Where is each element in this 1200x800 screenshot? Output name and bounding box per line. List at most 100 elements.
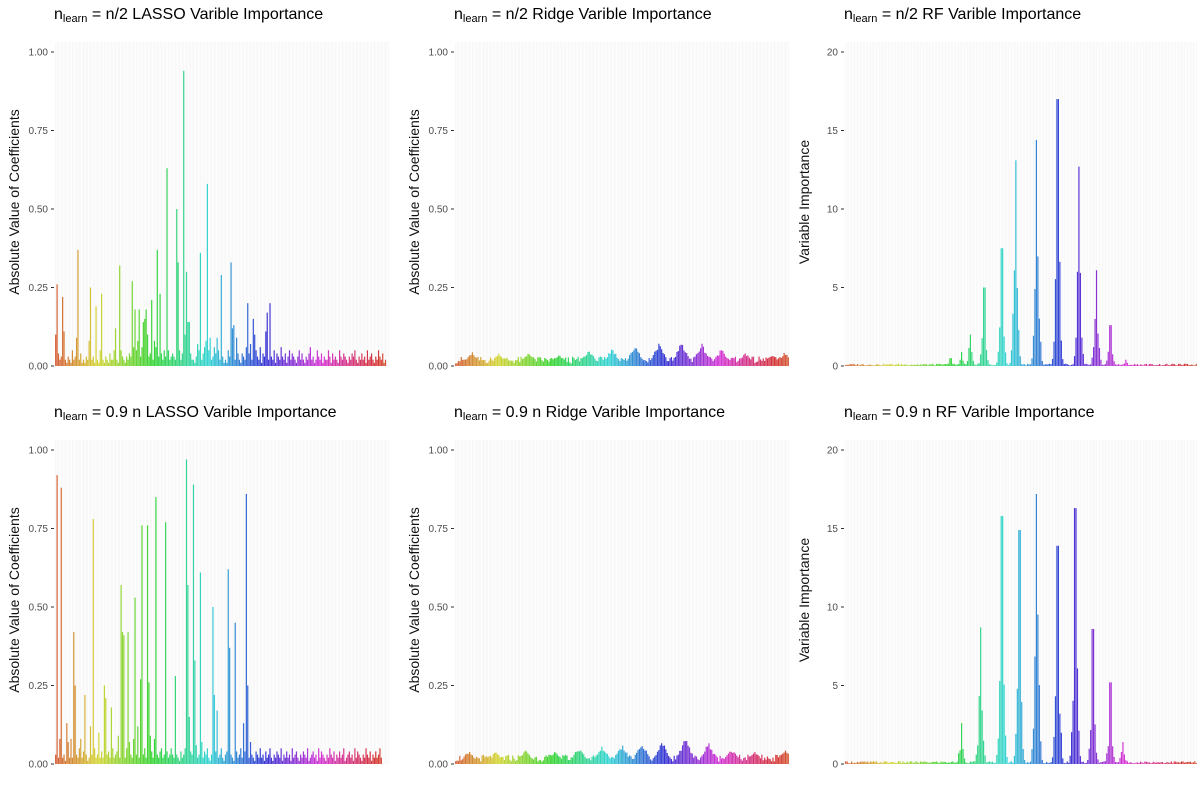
bar: [556, 357, 558, 366]
bar: [530, 356, 532, 366]
bar: [185, 271, 188, 366]
bar: [494, 752, 496, 764]
bar: [215, 353, 217, 366]
bar: [489, 755, 492, 764]
bar: [1019, 530, 1021, 764]
bar: [85, 356, 87, 366]
bar: [503, 760, 505, 764]
bar: [298, 350, 300, 366]
bar: [1167, 365, 1169, 366]
bar: [1109, 325, 1111, 366]
bar: [972, 360, 974, 366]
bar: [944, 364, 947, 366]
bar: [66, 362, 68, 366]
bar: [761, 754, 763, 764]
bar: [117, 735, 119, 764]
bar: [1050, 364, 1052, 366]
bar: [718, 355, 720, 366]
bar: [286, 751, 288, 764]
bar: [183, 754, 185, 764]
bar: [509, 360, 511, 366]
bar: [1054, 279, 1057, 366]
bar: [674, 759, 677, 764]
bar: [583, 754, 585, 764]
y-tick-label: 0.50: [29, 205, 49, 216]
bar: [142, 322, 144, 366]
bar: [1037, 256, 1039, 366]
bar: [729, 360, 731, 366]
bar: [1051, 358, 1054, 366]
bar: [985, 762, 988, 764]
bar: [626, 752, 628, 764]
bar: [329, 748, 331, 764]
bar: [1069, 755, 1071, 764]
bar: [574, 360, 576, 366]
bar: [1117, 364, 1120, 366]
y-tick-label: 0.00: [429, 362, 449, 373]
bar: [347, 362, 349, 366]
bar: [655, 350, 657, 366]
bar: [273, 350, 275, 366]
bar: [208, 350, 210, 366]
bar: [771, 761, 773, 764]
bar: [737, 757, 739, 764]
bar: [984, 755, 986, 764]
y-tick-label: 1.00: [29, 446, 49, 457]
bar: [903, 762, 905, 764]
bar: [184, 748, 186, 764]
bar: [739, 754, 741, 764]
bar: [306, 359, 309, 366]
bar: [103, 362, 105, 366]
bar: [680, 750, 682, 764]
bar: [230, 262, 232, 366]
bar: [654, 756, 656, 764]
bar: [123, 359, 125, 366]
bar: [327, 757, 330, 764]
bar: [63, 754, 65, 764]
bar: [323, 757, 325, 764]
bar: [1059, 713, 1061, 764]
bar: [577, 356, 579, 366]
bar: [301, 757, 303, 764]
bar: [887, 762, 889, 764]
bar: [145, 757, 147, 764]
bar: [358, 754, 360, 764]
bar: [369, 356, 371, 366]
bar: [754, 362, 756, 366]
bar: [958, 363, 960, 366]
bar: [990, 364, 992, 366]
bar: [220, 748, 222, 764]
bar: [526, 751, 528, 764]
bar: [358, 356, 360, 366]
bar: [316, 350, 318, 366]
bar: [1090, 364, 1092, 366]
bar: [599, 750, 602, 764]
bar: [956, 364, 958, 366]
bar: [936, 761, 938, 764]
bar: [488, 360, 490, 366]
bar: [269, 748, 271, 764]
bar: [695, 354, 698, 366]
bar: [501, 756, 503, 764]
bar: [473, 757, 475, 764]
bar: [567, 760, 570, 764]
bar: [684, 741, 686, 764]
bar: [592, 755, 595, 764]
bar: [553, 358, 556, 366]
y-tick-label: 0.25: [429, 283, 449, 294]
bar: [238, 359, 240, 366]
bar: [284, 757, 286, 764]
bar: [102, 359, 104, 366]
bar: [1056, 545, 1058, 764]
bar: [1040, 341, 1042, 366]
bar: [336, 359, 338, 366]
bar: [933, 364, 935, 366]
bar: [469, 355, 471, 366]
bar: [384, 359, 387, 366]
bar: [1142, 365, 1145, 366]
bar: [772, 356, 774, 366]
plot-area: 0.00 0.25 0.50 0.75 1.00: [29, 440, 389, 771]
bar: [110, 707, 112, 764]
bar: [883, 363, 885, 366]
bar: [491, 359, 493, 366]
